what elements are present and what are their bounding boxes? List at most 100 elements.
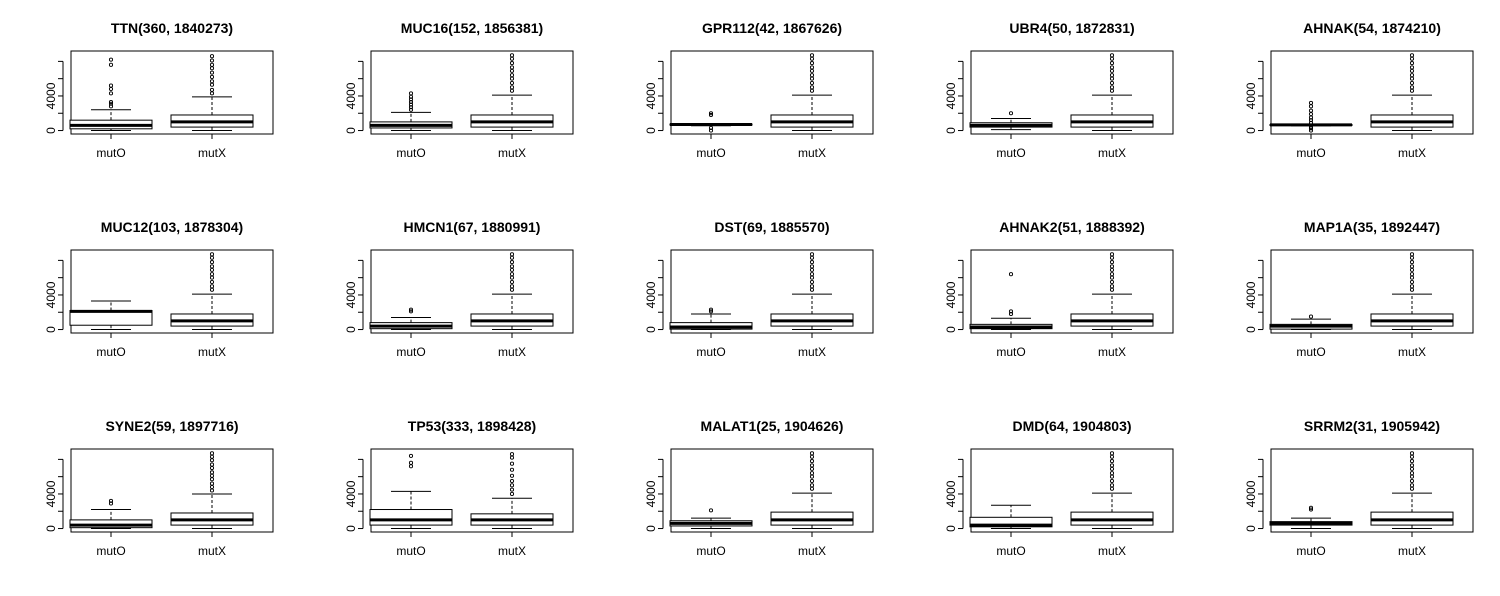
box-mutO — [69, 57, 153, 132]
x-category-label: mutX — [498, 146, 526, 160]
outlier-point — [1409, 85, 1415, 90]
box-mutO — [1269, 505, 1353, 530]
outlier-point — [108, 57, 114, 62]
y-tick-label: 0 — [944, 127, 958, 134]
y-tick-label: 0 — [644, 326, 658, 333]
outlier-point — [809, 73, 815, 78]
outlier-point — [809, 80, 815, 86]
outlier-point — [1409, 486, 1415, 491]
chart-panel: AHNAK2(51, 1888392) 0 4000 mutO mutX — [944, 219, 1174, 359]
outlier-point — [1409, 474, 1415, 479]
chart-panel: MUC16(152, 1856381) 0 4000 mutO mutX — [344, 20, 574, 160]
outlier-point — [1409, 73, 1415, 78]
outlier-point — [1109, 284, 1115, 289]
outlier-point — [1308, 112, 1314, 117]
outlier-point — [209, 260, 215, 265]
x-category-label: mutO — [96, 544, 125, 558]
outlier-point — [708, 508, 714, 513]
x-category-label: mutO — [996, 146, 1025, 160]
y-tick-label: 0 — [944, 326, 958, 333]
outlier-point — [509, 65, 515, 70]
outlier-point — [209, 458, 215, 463]
y-tick-label: 0 — [344, 127, 358, 134]
outlier-point — [509, 279, 515, 285]
plot-frame — [670, 448, 874, 533]
outlier-point — [1109, 56, 1115, 61]
outlier-point — [509, 487, 515, 492]
chart-panel: HMCN1(67, 1880991) 0 4000 mutO mutX — [344, 219, 574, 359]
y-tick-label: 4000 — [944, 281, 958, 308]
outlier-point — [408, 99, 414, 105]
outlier-point — [1409, 252, 1415, 257]
chart-title: HMCN1(67, 1880991) — [404, 219, 541, 235]
y-tick-label: 4000 — [44, 480, 58, 507]
outlier-point — [809, 474, 815, 479]
chart-title: MUC16(152, 1856381) — [401, 20, 543, 36]
x-category-label: mutX — [1398, 345, 1426, 359]
outlier-point — [809, 85, 815, 90]
outlier-point — [209, 58, 215, 63]
outlier-point — [1109, 459, 1115, 464]
x-category-label: mutX — [498, 345, 526, 359]
box-mutO — [369, 307, 453, 331]
outlier-point — [1409, 255, 1415, 260]
box-mutO — [969, 111, 1053, 131]
y-tick-label: 4000 — [344, 82, 358, 109]
plot-frame — [70, 50, 274, 135]
outlier-point — [209, 87, 215, 92]
outlier-point — [509, 467, 515, 472]
box-mutO — [969, 272, 1053, 331]
plot-frame — [970, 448, 1174, 533]
outlier-point — [1409, 53, 1415, 58]
outlier-point — [1308, 108, 1314, 113]
plot-frame — [1270, 50, 1474, 135]
box-mutX — [170, 54, 254, 132]
outlier-point — [1109, 73, 1115, 78]
outlier-point — [509, 287, 515, 292]
outlier-point — [1109, 463, 1115, 468]
y-tick-label: 4000 — [1244, 82, 1258, 109]
box-mutX — [1370, 451, 1454, 530]
outlier-point — [1409, 478, 1415, 484]
box-mutO — [669, 111, 753, 133]
chart-title: DST(69, 1885570) — [714, 219, 829, 235]
chart-panel: TTN(360, 1840273) 0 4000 mutO mutX — [44, 20, 274, 160]
chart-panel: DMD(64, 1904803) 0 4000 mutO mutX — [944, 418, 1174, 558]
x-category-label: mutO — [96, 345, 125, 359]
outlier-point — [108, 91, 114, 96]
outlier-point — [1409, 284, 1415, 289]
chart-panel: SRRM2(31, 1905942) 0 4000 mutO mutX — [1244, 418, 1474, 558]
outlier-point — [1409, 61, 1415, 66]
y-tick-label: 0 — [44, 127, 58, 134]
outlier-point — [1109, 279, 1115, 285]
iqr-box — [369, 509, 453, 526]
chart-title: MUC12(103, 1878304) — [101, 219, 243, 235]
x-category-label: mutO — [696, 345, 725, 359]
outlier-point — [209, 255, 215, 260]
box-mutO — [1269, 314, 1353, 331]
outlier-point — [809, 471, 815, 476]
outlier-point — [1109, 260, 1115, 265]
outlier-point — [1409, 459, 1415, 464]
outlier-point — [509, 455, 515, 460]
outlier-point — [509, 68, 515, 73]
outlier-point — [209, 91, 215, 96]
outlier-point — [408, 460, 414, 465]
outlier-point — [509, 473, 515, 478]
outlier-point — [1008, 309, 1014, 314]
outlier-point — [1409, 76, 1415, 81]
outlier-point — [509, 252, 515, 257]
outlier-point — [108, 99, 114, 105]
box-mutX — [470, 452, 554, 530]
outlier-point — [509, 76, 515, 81]
outlier-point — [809, 76, 815, 81]
box-mutO — [69, 498, 153, 530]
outlier-point — [1109, 451, 1115, 456]
outlier-point — [209, 74, 215, 79]
outlier-point — [209, 287, 215, 292]
outlier-point — [1409, 483, 1415, 488]
outlier-point — [108, 104, 114, 109]
chart-title: DMD(64, 1904803) — [1012, 418, 1131, 434]
outlier-point — [209, 54, 215, 59]
outlier-point — [708, 112, 714, 118]
